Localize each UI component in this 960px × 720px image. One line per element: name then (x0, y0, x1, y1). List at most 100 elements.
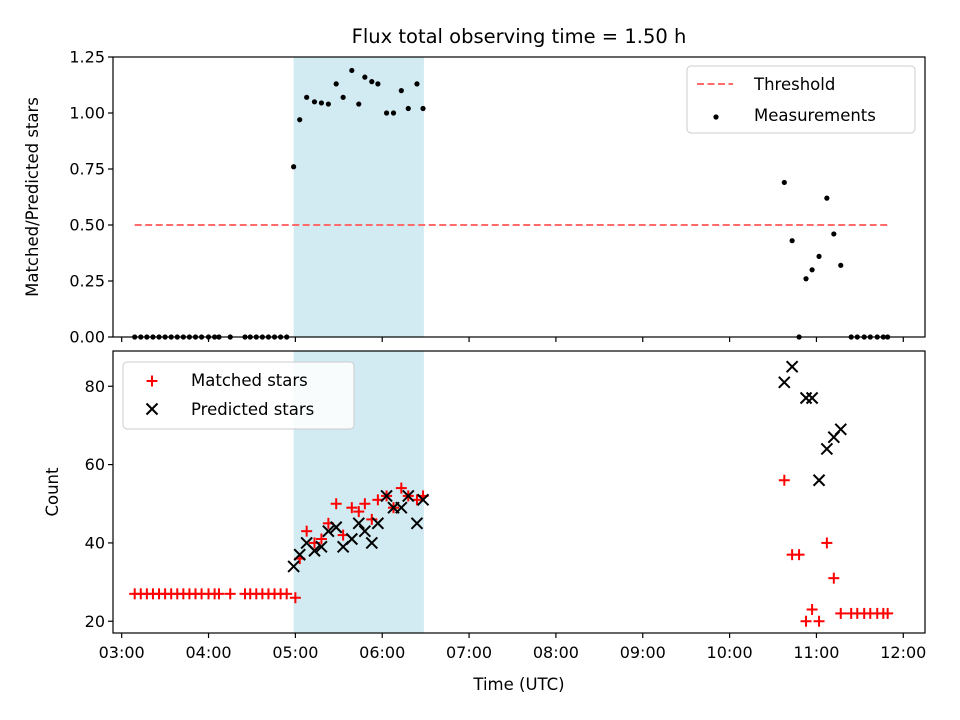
legend-predicted-label: Predicted stars (191, 400, 314, 419)
predicted-point (410, 517, 424, 530)
measurement-point (375, 81, 381, 87)
predicted-point (345, 532, 359, 546)
predicted-point (329, 521, 343, 534)
predicted-point (834, 423, 847, 436)
x-tick-label: 11:00 (793, 643, 839, 662)
predicted-point (812, 474, 826, 487)
x-axis-label: Time (UTC) (472, 675, 564, 694)
measurement-point (398, 88, 404, 94)
measurement-point (420, 105, 426, 112)
measurement-point (304, 94, 310, 100)
predicted-point (395, 501, 408, 514)
matched-point (835, 607, 847, 619)
matched-point (301, 525, 313, 537)
bottom-panel: 20 40 60 80 03:00 04:00 05:00 06:00 07:00 08:00 09… (43, 350, 926, 694)
y-tick-label: 0.00 (69, 328, 105, 347)
series-matched-stars (129, 474, 894, 627)
measurement-point (383, 110, 390, 116)
y-tick-label: 0.75 (69, 160, 105, 179)
legend-measurements-label: Measurements (754, 106, 876, 125)
legend: Matched stars Predicted stars (122, 361, 355, 430)
predicted-point (287, 560, 300, 573)
series-predicted-stars (287, 360, 847, 573)
measurement-point (311, 99, 318, 105)
predicted-point (402, 489, 415, 503)
legend-measurements-swatch (713, 114, 719, 120)
matched-point (793, 549, 805, 561)
measurement-point (809, 267, 815, 273)
predicted-point (371, 517, 385, 530)
measurement-point (362, 74, 368, 80)
predicted-point (322, 524, 335, 538)
measurement-point (781, 179, 787, 186)
matched-point (828, 572, 840, 584)
predicted-point (365, 536, 379, 550)
x-tick-label: 09:00 (620, 643, 666, 662)
measurement-point (291, 164, 297, 170)
measurement-point (297, 117, 303, 123)
predicted-point (352, 517, 365, 530)
measurement-point (816, 253, 822, 259)
x-tick-label: 06:00 (359, 643, 405, 662)
y-tick-label: 0.25 (69, 272, 105, 291)
matched-point (330, 498, 342, 510)
observing-window-shade (293, 57, 424, 337)
matched-point (224, 588, 236, 600)
y-tick-label: 60 (85, 455, 105, 474)
y-tick-label: 1.00 (69, 104, 105, 123)
x-tick-label: 07:00 (446, 643, 492, 662)
measurement-point (340, 94, 346, 100)
predicted-point (778, 376, 791, 389)
chart-title: Flux total observing time = 1.50 h (352, 25, 687, 48)
legend-box (686, 65, 916, 134)
predicted-point (799, 391, 813, 405)
y-tick-label: 40 (85, 533, 105, 552)
y-tick-label: 20 (85, 612, 105, 631)
matched-point (353, 506, 365, 518)
top-panel: 0.00 0.25 0.50 0.75 1.00 1.25 Flux total obser… (23, 25, 926, 347)
predicted-point (358, 524, 372, 538)
x-tick-label: 04:00 (185, 643, 231, 662)
predicted-point (293, 548, 306, 561)
measurement-point (325, 101, 331, 107)
measurement-point (824, 195, 830, 201)
legend-predicted-swatch (145, 402, 159, 416)
measurement-point (390, 110, 397, 116)
matched-point (806, 604, 818, 615)
x-tick-label: 03:00 (99, 643, 145, 662)
y-axis-label: Count (43, 467, 62, 517)
measurement-point (831, 231, 837, 237)
y-tick-label: 1.25 (69, 48, 105, 67)
matched-point (281, 588, 293, 600)
measurement-point (369, 79, 375, 85)
measurement-point (349, 67, 355, 74)
plot-frame (112, 350, 926, 634)
matched-point (289, 592, 301, 604)
x-tick-label: 12:00 (880, 643, 926, 662)
matched-point (395, 482, 407, 494)
x-tick-label: 08:00 (533, 643, 579, 662)
matched-point (346, 502, 358, 514)
legend-matched-label: Matched stars (191, 371, 308, 390)
measurement-point (789, 238, 795, 244)
measurement-point (838, 262, 844, 268)
legend-threshold-label: Threshold (753, 75, 835, 94)
measurement-point (414, 81, 420, 87)
matched-point (366, 513, 378, 525)
matched-point (882, 607, 894, 619)
matched-point (778, 474, 790, 486)
legend-box (122, 361, 355, 430)
x-tick-label: 05:00 (272, 643, 318, 662)
measurement-point (405, 105, 411, 112)
matched-point (813, 615, 825, 627)
matched-point (213, 588, 225, 600)
y-tick-label: 80 (85, 377, 105, 396)
predicted-point (315, 540, 328, 554)
legend-matched-swatch (146, 375, 158, 387)
legend: Threshold Measurements (686, 65, 916, 134)
measurement-point (803, 276, 809, 282)
measurement-point (333, 81, 339, 87)
predicted-point (308, 544, 321, 557)
x-tick-label: 10:00 (707, 643, 753, 662)
